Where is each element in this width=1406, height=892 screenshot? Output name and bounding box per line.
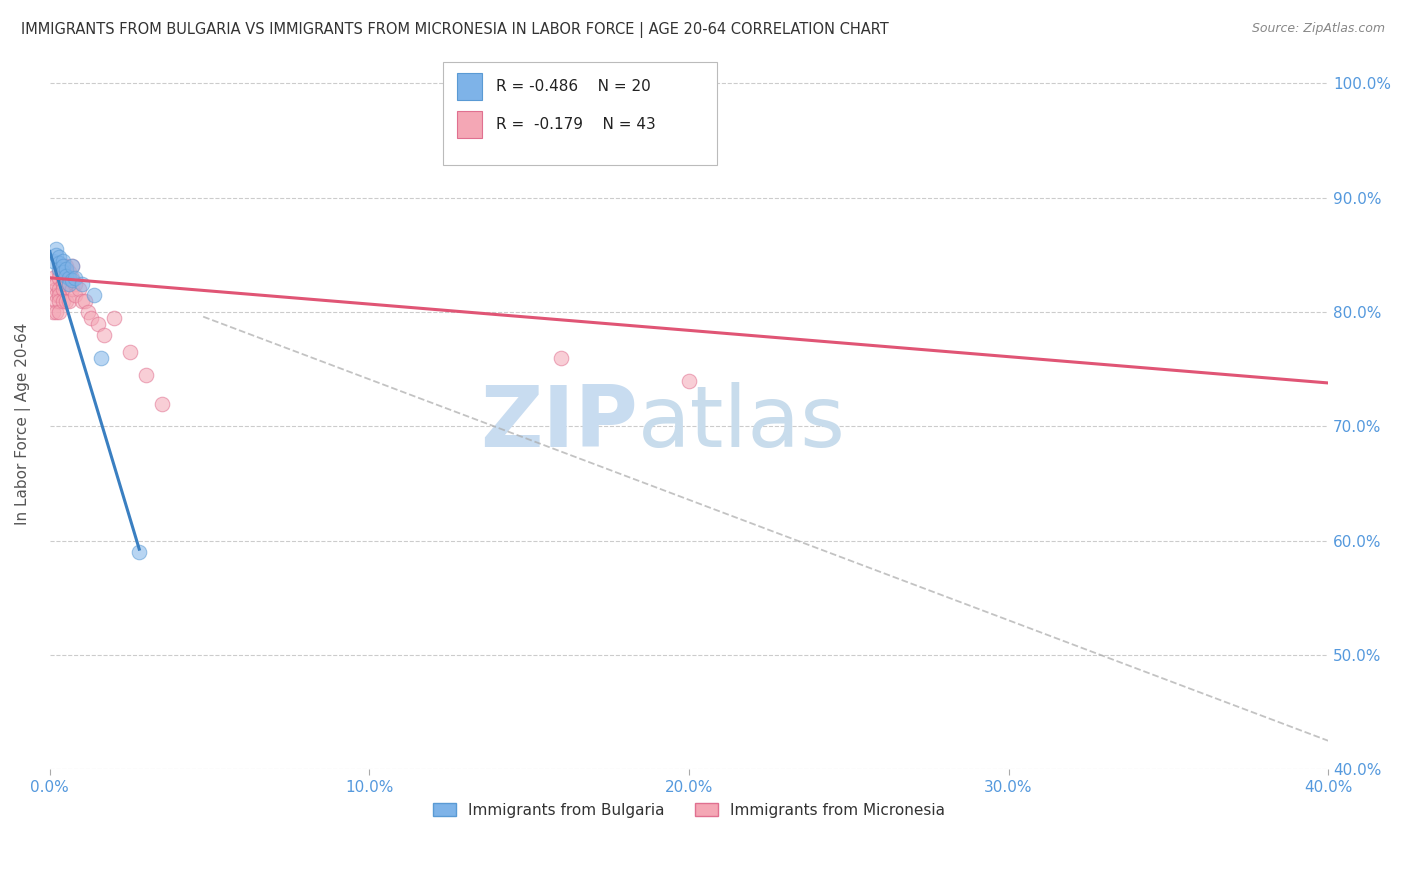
- Point: [51, 260, 73, 274]
- Point: [45, 242, 67, 256]
- Text: ZIP: ZIP: [479, 382, 638, 465]
- Point: [67, 282, 90, 296]
- Point: [60, 270, 83, 285]
- Text: R =  -0.179    N = 43: R = -0.179 N = 43: [496, 118, 657, 132]
- Point: [58, 265, 80, 279]
- Point: [86, 317, 108, 331]
- Point: [45, 248, 67, 262]
- Point: [45, 277, 67, 291]
- Text: IMMIGRANTS FROM BULGARIA VS IMMIGRANTS FROM MICRONESIA IN LABOR FORCE | AGE 20-6: IMMIGRANTS FROM BULGARIA VS IMMIGRANTS F…: [21, 22, 889, 38]
- Text: Source: ZipAtlas.com: Source: ZipAtlas.com: [1251, 22, 1385, 36]
- Point: [42, 270, 65, 285]
- Point: [73, 293, 96, 308]
- Point: [58, 293, 80, 308]
- Point: [60, 273, 83, 287]
- Point: [51, 253, 73, 268]
- Text: atlas: atlas: [638, 382, 846, 465]
- Point: [80, 310, 103, 325]
- Point: [45, 288, 67, 302]
- Point: [51, 277, 73, 291]
- Point: [42, 305, 65, 319]
- Point: [58, 277, 80, 291]
- Point: [48, 261, 70, 276]
- Point: [45, 305, 67, 319]
- Point: [48, 293, 70, 308]
- Point: [55, 261, 77, 276]
- Point: [70, 293, 93, 308]
- Point: [70, 277, 93, 291]
- Point: [55, 265, 77, 279]
- Point: [550, 351, 572, 365]
- Point: [58, 270, 80, 285]
- Point: [678, 374, 700, 388]
- Point: [83, 288, 105, 302]
- Point: [51, 282, 73, 296]
- Point: [48, 270, 70, 285]
- Point: [118, 345, 141, 359]
- Point: [60, 260, 83, 274]
- Point: [55, 268, 77, 283]
- Point: [55, 293, 77, 308]
- Point: [55, 260, 77, 274]
- Point: [103, 310, 125, 325]
- Legend: Immigrants from Bulgaria, Immigrants from Micronesia: Immigrants from Bulgaria, Immigrants fro…: [426, 797, 952, 824]
- Point: [48, 250, 70, 264]
- Point: [55, 277, 77, 291]
- Point: [65, 277, 87, 291]
- Point: [48, 288, 70, 302]
- Point: [150, 396, 173, 410]
- Point: [51, 260, 73, 274]
- Point: [128, 545, 150, 559]
- Point: [51, 270, 73, 285]
- Point: [45, 293, 67, 308]
- Point: [58, 277, 80, 291]
- Point: [51, 293, 73, 308]
- Point: [51, 265, 73, 279]
- Point: [90, 351, 112, 365]
- Point: [77, 305, 100, 319]
- Text: R = -0.486    N = 20: R = -0.486 N = 20: [496, 79, 651, 94]
- Point: [48, 265, 70, 279]
- Point: [65, 270, 87, 285]
- Point: [93, 328, 115, 343]
- Point: [45, 282, 67, 296]
- Point: [42, 253, 65, 268]
- Point: [48, 256, 70, 270]
- Point: [48, 282, 70, 296]
- Y-axis label: In Labor Force | Age 20-64: In Labor Force | Age 20-64: [15, 322, 31, 524]
- Point: [48, 305, 70, 319]
- Point: [135, 368, 157, 382]
- Point: [60, 260, 83, 274]
- Point: [65, 288, 87, 302]
- Point: [60, 282, 83, 296]
